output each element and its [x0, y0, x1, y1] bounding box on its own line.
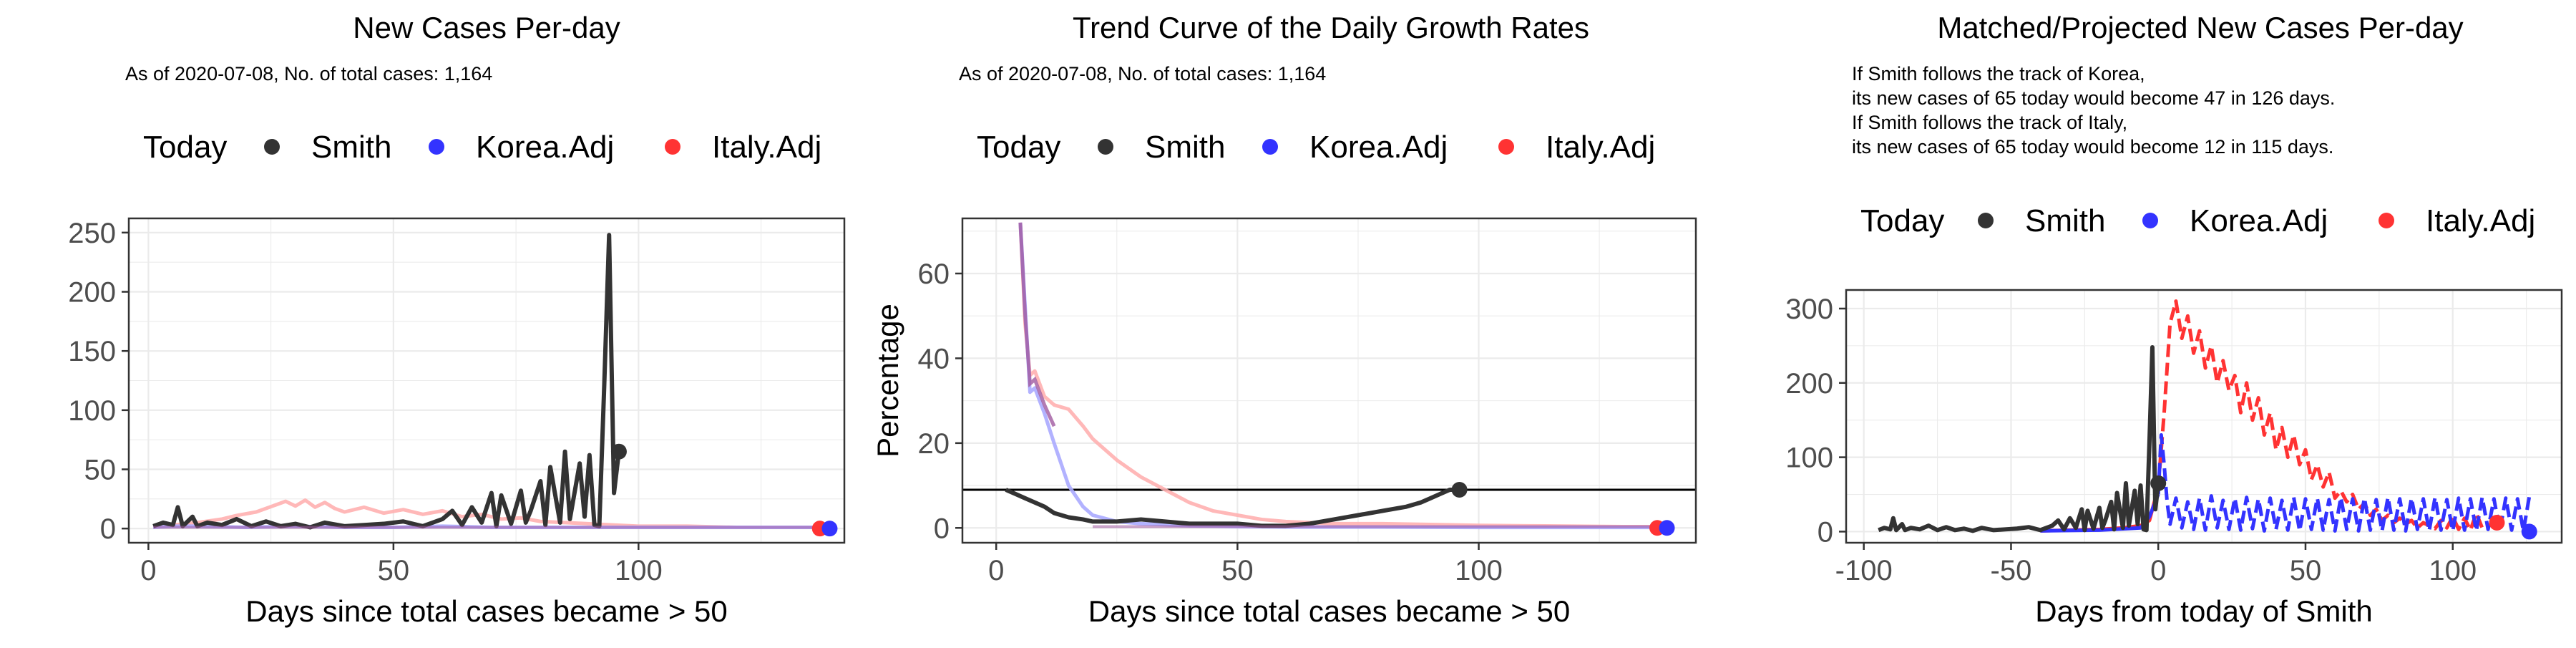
chart-title: Matched/Projected New Cases Per-day: [1937, 11, 2463, 44]
x-tick-label: 50: [2290, 555, 2322, 586]
plot-marks: [962, 222, 1696, 536]
plot-border: [961, 217, 1697, 544]
legend-title: Today: [143, 130, 227, 165]
y-tick-label: 40: [918, 343, 950, 374]
legend: Today Smith Korea.Adj Italy.Adj: [977, 130, 1655, 165]
grid: [129, 218, 844, 543]
plot-marks: [152, 233, 838, 537]
series-line-smith: [152, 233, 621, 530]
x-axis-label: Days since total cases became > 50: [1088, 594, 1571, 628]
x-axis-label: Days from today of Smith: [2035, 594, 2373, 628]
chart-subtitle-line: If Smith follows the track of Korea,: [1852, 63, 2145, 84]
y-tick-label: 100: [1785, 443, 1833, 474]
plot-marks: [1878, 299, 2537, 540]
today-point-korea-adj: [821, 521, 838, 537]
y-tick-label: 300: [1785, 294, 1833, 325]
legend-key-smith: [1098, 139, 1113, 155]
legend-label: Italy.Adj: [2426, 203, 2535, 238]
legend-label: Korea.Adj: [1309, 130, 1448, 165]
chart-title: New Cases Per-day: [353, 11, 620, 44]
grid: [1846, 290, 2562, 543]
chart-subtitle: As of 2020-07-08, No. of total cases: 1,…: [959, 63, 1326, 84]
today-point-korea-adj: [2521, 523, 2537, 540]
y-tick-label: 20: [918, 428, 950, 460]
y-tick-label: 0: [934, 513, 950, 544]
x-tick-label: 100: [615, 555, 663, 586]
today-point-smith: [610, 443, 627, 460]
legend-title: Today: [1860, 203, 1944, 238]
legend-label: Smith: [2025, 203, 2105, 238]
series-line-smith: [1005, 487, 1460, 528]
legend-label: Korea.Adj: [476, 130, 614, 165]
x-tick-label: -100: [1835, 555, 1893, 586]
x-tick-label: 0: [140, 555, 156, 586]
x-tick-label: -50: [1991, 555, 2032, 586]
chart-panel-2: Trend Curve of the Daily Growth Rates As …: [871, 11, 1697, 628]
x-tick-label: 50: [1221, 555, 1254, 586]
legend-key-korea-adj: [2142, 213, 2158, 228]
plot-border: [1845, 289, 2563, 544]
y-tick-label: 200: [68, 277, 116, 309]
chart-subtitle-line: its new cases of 65 today would become 4…: [1852, 87, 2335, 109]
chart-subtitle-line: If Smith follows the track of Italy,: [1852, 112, 2127, 133]
series-line-smith: [1878, 344, 2161, 533]
today-point-italy-adj: [2489, 514, 2505, 531]
series-line-projected-korea-adj: [2156, 432, 2532, 533]
y-tick-label: 250: [68, 218, 116, 249]
series-line-italy-adj: [153, 498, 820, 530]
chart-subtitle-line: its new cases of 65 today would become 1…: [1852, 136, 2333, 158]
x-tick-label: 50: [378, 555, 410, 586]
series-line-korea-adj: [2040, 493, 2160, 533]
legend-key-italy-adj: [665, 139, 680, 155]
legend-key-smith: [1978, 213, 1994, 228]
legend: Today Smith Korea.Adj Italy.Adj: [143, 130, 821, 165]
x-tick-label: 100: [2429, 555, 2477, 586]
y-tick-label: 0: [100, 513, 116, 545]
y-tick-label: 0: [1818, 516, 1833, 548]
y-tick-label: 150: [68, 336, 116, 367]
chart-panel-3: Matched/Projected New Cases Per-day If Sm…: [1785, 11, 2563, 628]
y-tick-label: 50: [84, 454, 117, 485]
legend: Today Smith Korea.Adj Italy.Adj: [1860, 203, 2535, 238]
legend-key-italy-adj: [1498, 139, 1514, 155]
legend-label: Italy.Adj: [1546, 130, 1655, 165]
x-tick-label: 0: [988, 555, 1004, 586]
legend-label: Korea.Adj: [2190, 203, 2328, 238]
x-axis-label: Days since total cases became > 50: [245, 594, 728, 628]
y-axis-label: Percentage: [871, 304, 904, 458]
legend-title: Today: [977, 130, 1060, 165]
y-tick-label: 200: [1785, 368, 1833, 400]
today-point-smith: [1451, 481, 1468, 498]
chart-title: Trend Curve of the Daily Growth Rates: [1073, 11, 1589, 44]
series-line-projected-italy-adj: [2156, 299, 2498, 532]
today-point-smith: [2150, 475, 2167, 491]
legend-key-korea-adj: [429, 139, 444, 155]
plot-area: [1846, 290, 2562, 543]
legend-label: Italy.Adj: [712, 130, 821, 165]
legend-key-smith: [264, 139, 280, 155]
plot-border: [127, 217, 846, 544]
legend-label: Smith: [311, 130, 391, 165]
legend-label: Smith: [1145, 130, 1225, 165]
legend-key-italy-adj: [2379, 213, 2394, 228]
x-tick-label: 0: [2150, 555, 2166, 586]
chart-panel-1: New Cases Per-day As of 2020-07-08, No. o…: [68, 11, 846, 628]
today-point-korea-adj: [1659, 520, 1675, 536]
x-tick-label: 100: [1455, 555, 1503, 586]
y-tick-label: 60: [918, 258, 950, 290]
legend-key-korea-adj: [1262, 139, 1278, 155]
y-tick-label: 100: [68, 395, 116, 427]
series-overlap-head: [1018, 222, 1056, 427]
chart-subtitle: As of 2020-07-08, No. of total cases: 1,…: [125, 63, 492, 84]
